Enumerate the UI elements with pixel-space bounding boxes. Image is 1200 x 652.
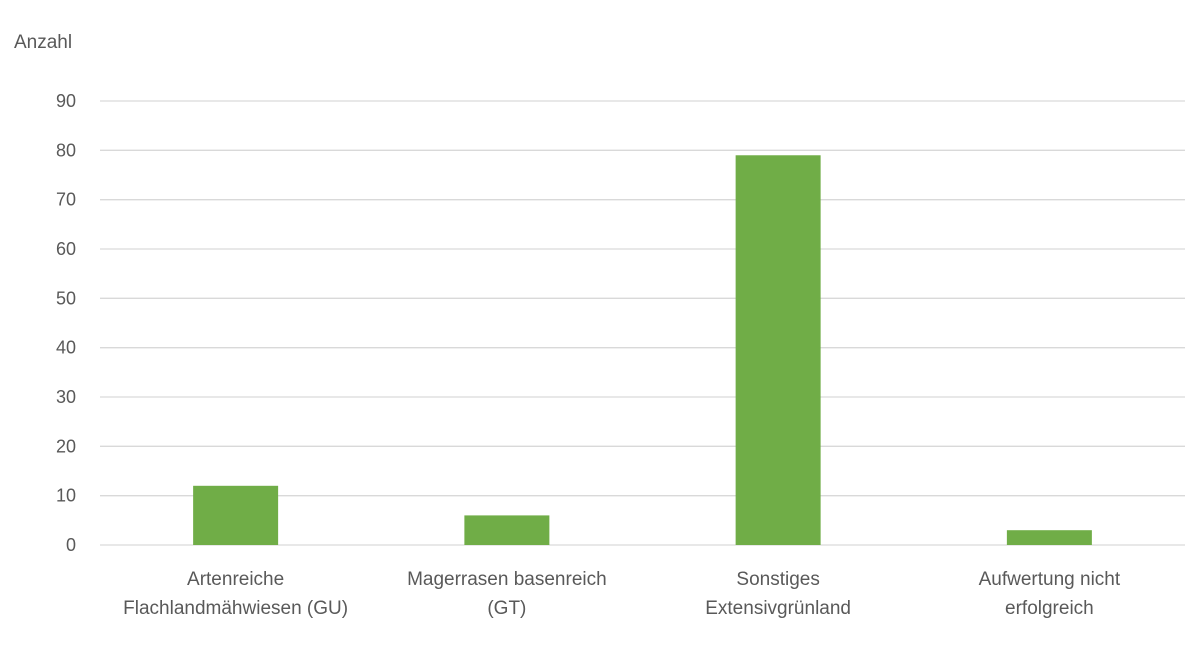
x-category-label: Aufwertung nicht erfolgreich — [979, 569, 1121, 619]
y-tick-label: 50 — [56, 288, 76, 308]
y-axis-label: Anzahl — [14, 32, 72, 53]
bar — [464, 515, 550, 545]
y-tick-label: 70 — [56, 190, 76, 210]
y-tick-label: 40 — [56, 338, 76, 358]
x-category-label-line: Magerrasen basenreich — [407, 569, 607, 590]
bars — [193, 155, 1092, 545]
x-category-label-line: Aufwertung nicht — [979, 569, 1121, 590]
x-category-label-line: Extensivgrünland — [705, 598, 851, 619]
y-tick-label: 0 — [66, 535, 76, 555]
y-tick-labels: 0 10 20 30 40 50 60 70 80 90 — [56, 91, 76, 555]
x-category-label: Artenreiche Flachlandmähwiesen (GU) — [123, 569, 348, 619]
x-category-label: Magerrasen basenreich (GT) — [407, 569, 607, 619]
y-tick-label: 10 — [56, 486, 76, 506]
x-category-label-line: Sonstiges — [736, 569, 819, 590]
bar — [193, 485, 279, 545]
x-category-labels: Artenreiche Flachlandmähwiesen (GU) Magerr… — [123, 569, 1121, 619]
y-tick-label: 90 — [56, 91, 76, 111]
y-tick-label: 20 — [56, 436, 76, 456]
x-category-label-line: Artenreiche — [187, 569, 284, 590]
x-category-label-line: (GT) — [487, 598, 526, 619]
x-category-label-line: erfolgreich — [1005, 598, 1094, 619]
bar — [1006, 530, 1092, 545]
y-tick-label: 60 — [56, 239, 76, 259]
x-category-label: Sonstiges Extensivgrünland — [705, 569, 851, 619]
y-tick-label: 30 — [56, 387, 76, 407]
y-tick-label: 80 — [56, 140, 76, 160]
gridlines — [100, 100, 1185, 546]
x-category-label-line: Flachlandmähwiesen (GU) — [123, 598, 348, 619]
bar — [735, 155, 821, 545]
